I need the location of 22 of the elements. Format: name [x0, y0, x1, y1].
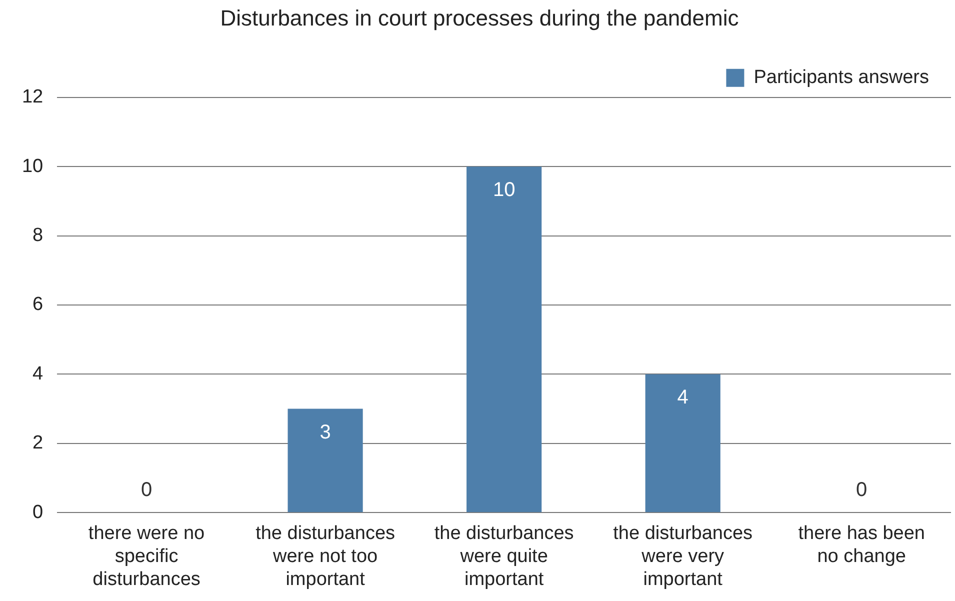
- x-tick-label: the disturbances were not too important: [256, 523, 396, 590]
- chart-title: Disturbances in court processes during the pandemic: [220, 5, 739, 30]
- legend-label: Participants answers: [754, 67, 929, 88]
- bar: [645, 374, 720, 512]
- y-tick-label: 2: [32, 432, 44, 454]
- x-tick-label: the disturbances were quite important: [434, 523, 574, 590]
- x-tick-label: there has been no change: [798, 523, 925, 568]
- data-label: 0: [856, 479, 868, 502]
- y-tick-label: 6: [32, 294, 44, 316]
- data-label: 0: [140, 479, 152, 502]
- y-tick-label: 12: [22, 86, 44, 108]
- y-tick-label: 10: [22, 156, 44, 177]
- y-tick-label: 8: [32, 225, 44, 246]
- bar: [466, 166, 542, 512]
- data-label: 3: [320, 421, 331, 444]
- data-label: 10: [492, 179, 516, 202]
- y-tick-label: 4: [32, 363, 44, 384]
- x-tick-label: there were no specific disturbances: [88, 523, 205, 590]
- x-tick-label: the disturbances were very important: [613, 523, 753, 590]
- data-label: 4: [677, 386, 688, 409]
- y-tick-label: 0: [32, 502, 44, 523]
- bar: [288, 408, 363, 512]
